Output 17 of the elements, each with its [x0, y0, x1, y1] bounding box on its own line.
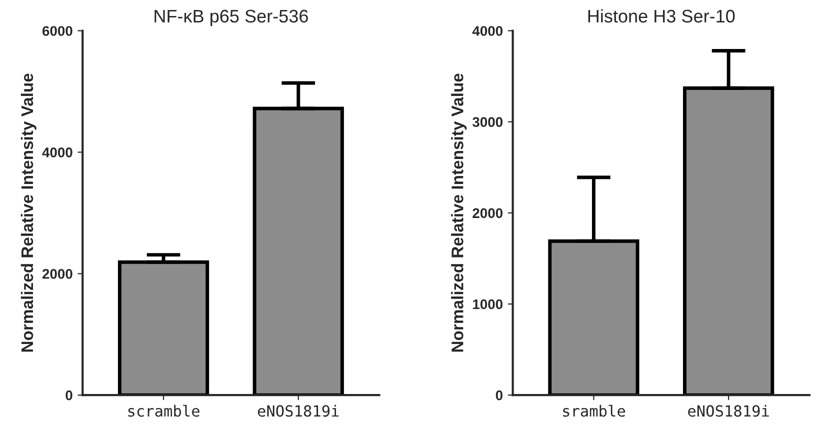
y-tick-label: 1000: [473, 299, 503, 310]
chart-title: Histone H3 Ser-10: [588, 9, 735, 23]
y-tick-label: 4000: [42, 148, 72, 158]
y-tick-label: 3000: [472, 117, 503, 128]
chart-title: NF-κB p65 Ser-536: [154, 10, 308, 26]
x-tick-label: eNOS1819i: [258, 404, 339, 417]
y-tick-label: 0: [496, 390, 503, 400]
x-tick-label: sramble: [563, 404, 625, 417]
x-tick-label: eNOS1819i: [688, 404, 769, 417]
y-tick-label: 0: [66, 390, 72, 400]
y-axis-title: Normalized Relative Intensity Value: [20, 74, 36, 352]
y-tick-label: 2000: [472, 208, 503, 218]
y-axis-title: Normalized Relative Intensity Value: [451, 74, 467, 352]
x-tick-label: scramble: [128, 404, 200, 417]
y-tick-label: 6000: [42, 26, 72, 36]
y-tick-label: 2000: [42, 268, 72, 279]
y-tick-label: 4000: [472, 26, 503, 36]
